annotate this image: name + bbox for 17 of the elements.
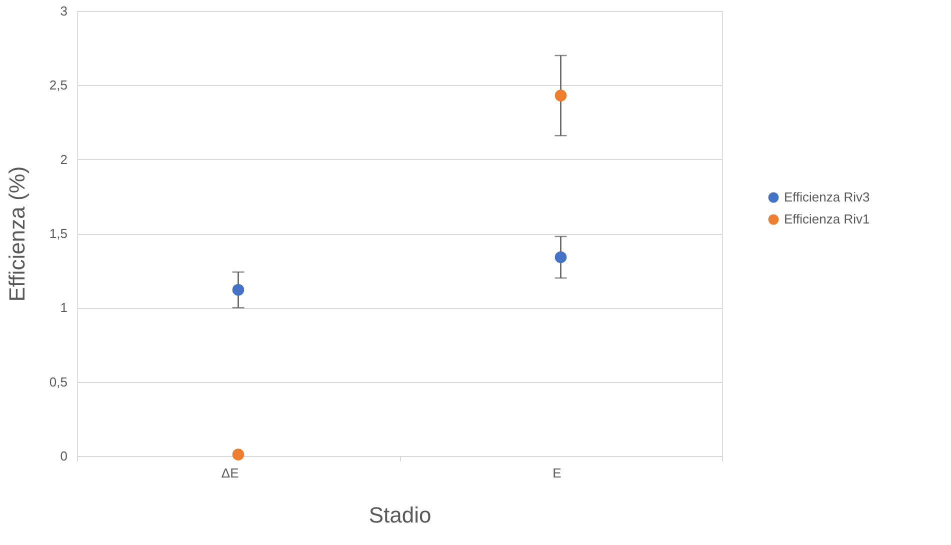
y-tick-label: 2,5 — [49, 78, 68, 93]
y-tick-label: 0,5 — [49, 374, 68, 390]
y-tick-label: 2 — [60, 152, 68, 167]
point — [554, 251, 567, 264]
legend-label: Efficienza Riv3 — [784, 190, 870, 204]
point — [554, 90, 567, 102]
y-tick-label: 0 — [60, 448, 68, 464]
point — [232, 448, 244, 460]
y-axis-title: Efficienza (%) — [4, 166, 30, 302]
x-axis-title: Stadio — [368, 502, 432, 528]
point — [232, 284, 244, 296]
x-tick-label: E — [552, 466, 562, 480]
y-tick-label: 3 — [60, 4, 68, 18]
x-tick-label: ΔE — [221, 466, 240, 480]
legend-label: Efficienza Riv1 — [784, 212, 870, 226]
y-tick-label: 1,5 — [49, 226, 68, 241]
y-tick-label: 1 — [60, 300, 68, 316]
